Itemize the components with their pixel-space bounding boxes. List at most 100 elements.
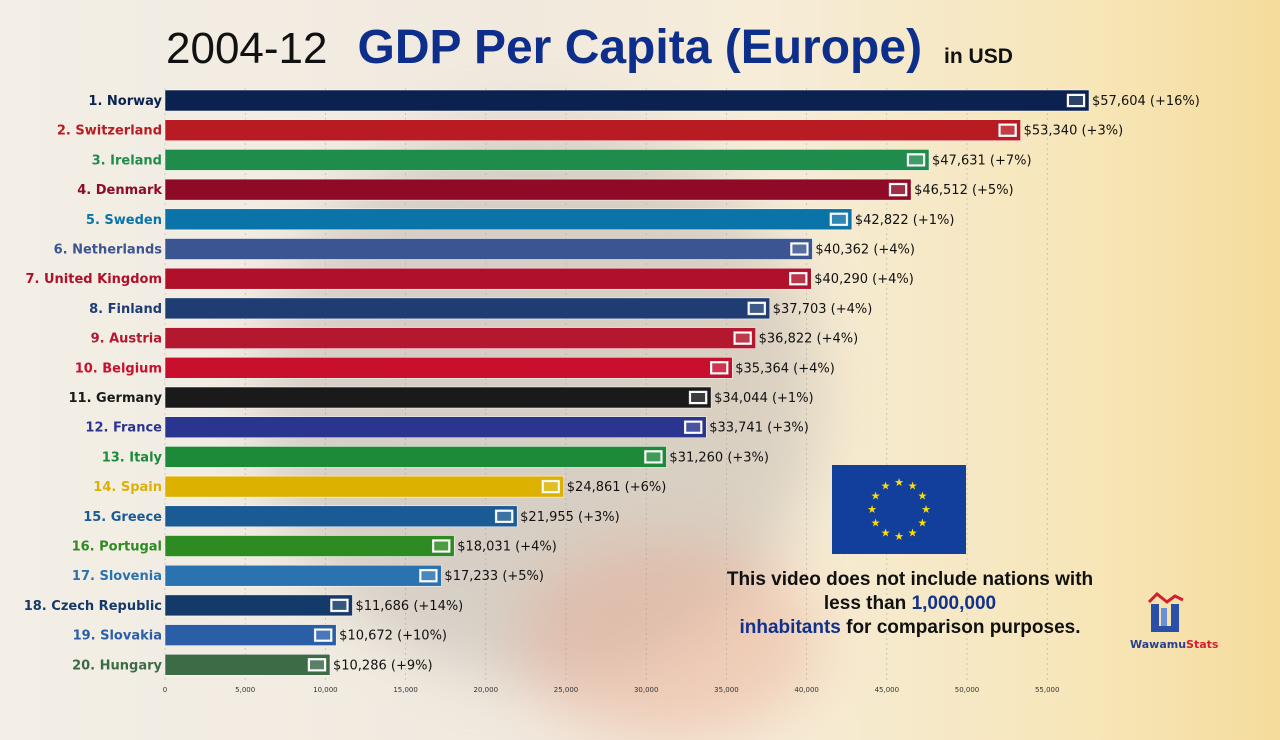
value-label: $37,703 (+4%) bbox=[773, 302, 873, 317]
flag-icon-fill bbox=[712, 363, 727, 373]
eu-star: ★ bbox=[917, 517, 927, 530]
bar bbox=[164, 475, 565, 498]
flag-icon-fill bbox=[1069, 96, 1083, 105]
chart-title: GDP Per Capita (Europe) bbox=[357, 21, 923, 74]
value-label: $34,044 (+1%) bbox=[714, 391, 814, 406]
flag-icon-fill bbox=[309, 660, 324, 670]
x-tick-label: 45,000 bbox=[875, 686, 900, 694]
note-text-end: for comparison purposes. bbox=[840, 617, 1081, 638]
bar bbox=[164, 386, 712, 409]
value-label: $33,741 (+3%) bbox=[709, 421, 809, 436]
value-label: $42,822 (+1%) bbox=[855, 213, 955, 228]
x-tick-label: 0 bbox=[163, 686, 167, 694]
bar bbox=[164, 119, 1021, 141]
disclaimer-note: This video does not include nations with… bbox=[725, 568, 1095, 640]
note-text: This video does not include nations with… bbox=[726, 569, 1094, 614]
eu-star: ★ bbox=[908, 526, 918, 539]
flag-icon-fill bbox=[691, 393, 706, 402]
category-label: 3. Ireland bbox=[92, 153, 162, 168]
flag-icon-fill bbox=[749, 303, 764, 313]
note-highlight-word: inhabitants bbox=[739, 617, 841, 638]
category-label: 10. Belgium bbox=[75, 361, 162, 376]
bar bbox=[164, 446, 667, 468]
flag-icon-fill bbox=[497, 511, 512, 521]
logo-text-1: Wawamu bbox=[1130, 638, 1187, 651]
bar bbox=[164, 267, 812, 290]
x-tick-label: 40,000 bbox=[794, 686, 819, 694]
year-label: 2004-12 bbox=[166, 24, 328, 73]
eu-star: ★ bbox=[917, 490, 927, 503]
bar bbox=[164, 327, 756, 349]
category-label: 17. Slovenia bbox=[72, 569, 162, 584]
flag-icon-fill bbox=[909, 155, 924, 165]
eu-stars-icon: ★ ★★★★★★★★★★★ bbox=[867, 476, 931, 543]
flag-icon-fill bbox=[735, 333, 750, 343]
category-label: 13. Italy bbox=[102, 450, 163, 465]
value-label: $40,362 (+4%) bbox=[815, 243, 915, 258]
flag-icon-fill bbox=[891, 185, 906, 195]
flag-icon-fill bbox=[434, 541, 449, 551]
bar bbox=[164, 564, 442, 587]
bar bbox=[164, 535, 455, 557]
x-tick-label: 50,000 bbox=[955, 686, 980, 694]
logo-icon bbox=[1147, 591, 1184, 632]
category-label: 5. Sweden bbox=[86, 213, 162, 228]
flag-icon-fill bbox=[686, 422, 701, 432]
eu-star: ★ bbox=[881, 526, 891, 539]
eu-star: ★ bbox=[881, 480, 891, 493]
hand-background bbox=[520, 540, 820, 740]
eu-star: ★ bbox=[921, 503, 931, 516]
category-label: 19. Slovakia bbox=[73, 629, 162, 644]
value-label: $17,233 (+5%) bbox=[444, 569, 544, 584]
value-label: $10,286 (+9%) bbox=[333, 658, 433, 673]
x-tick-label: 55,000 bbox=[1035, 686, 1060, 694]
bar bbox=[164, 297, 771, 320]
flag-icon-fill bbox=[543, 482, 558, 492]
value-label: $10,672 (+10%) bbox=[339, 629, 447, 644]
value-label: $24,861 (+6%) bbox=[567, 480, 667, 495]
flag-icon-fill bbox=[791, 274, 806, 284]
logo-text-2: Stats bbox=[1186, 638, 1219, 651]
bar bbox=[164, 654, 331, 676]
category-label: 6. Netherlands bbox=[54, 243, 163, 258]
eu-star: ★ bbox=[871, 517, 881, 530]
value-label: $57,604 (+16%) bbox=[1092, 94, 1200, 109]
bar bbox=[164, 416, 707, 438]
category-label: 7. United Kingdom bbox=[25, 272, 162, 287]
value-label: $31,260 (+3%) bbox=[669, 450, 769, 465]
x-tick-label: 15,000 bbox=[393, 686, 418, 694]
eu-star: ★ bbox=[894, 530, 904, 543]
value-label: $11,686 (+14%) bbox=[355, 599, 463, 614]
note-highlight-number: 1,000,000 bbox=[911, 593, 997, 614]
eu-star: ★ bbox=[894, 476, 904, 489]
bar bbox=[164, 178, 912, 201]
category-label: 12. France bbox=[85, 421, 162, 436]
x-tick-label: 10,000 bbox=[313, 686, 338, 694]
bar bbox=[164, 624, 337, 646]
value-label: $46,512 (+5%) bbox=[914, 183, 1014, 198]
x-tick-label: 30,000 bbox=[634, 686, 659, 694]
flag-icon-fill bbox=[421, 571, 436, 581]
bar bbox=[164, 208, 853, 231]
category-label: 8. Finland bbox=[89, 302, 162, 317]
category-label: 1. Norway bbox=[88, 94, 162, 109]
value-label: $18,031 (+4%) bbox=[457, 540, 557, 555]
bar bbox=[164, 594, 353, 617]
value-label: $36,822 (+4%) bbox=[759, 332, 859, 347]
value-label: $53,340 (+3%) bbox=[1024, 124, 1124, 139]
value-label: $21,955 (+3%) bbox=[520, 510, 620, 525]
wawamustats-logo: WawamuStats bbox=[1130, 590, 1218, 651]
x-tick-label: 20,000 bbox=[474, 686, 499, 694]
category-label: 18. Czech Republic bbox=[24, 599, 162, 614]
eu-flag: ★ ★ ★ ★ ★ ★ ★ ★ ★ ★ ★ ★ bbox=[832, 465, 966, 554]
category-label: 11. Germany bbox=[68, 391, 162, 406]
category-label: 9. Austria bbox=[91, 332, 162, 347]
category-label: 4. Denmark bbox=[77, 183, 162, 198]
flag-icon-fill bbox=[792, 244, 807, 254]
bar bbox=[164, 89, 1090, 112]
unit-label: in USD bbox=[944, 45, 1013, 68]
bar bbox=[164, 238, 813, 260]
bar-chart: 0 5,000 10,000 15,000 20,000 25,000 30,000 35,0… bbox=[24, 88, 1200, 694]
category-label: 20. Hungary bbox=[72, 658, 162, 673]
flag-icon-fill bbox=[646, 452, 661, 462]
